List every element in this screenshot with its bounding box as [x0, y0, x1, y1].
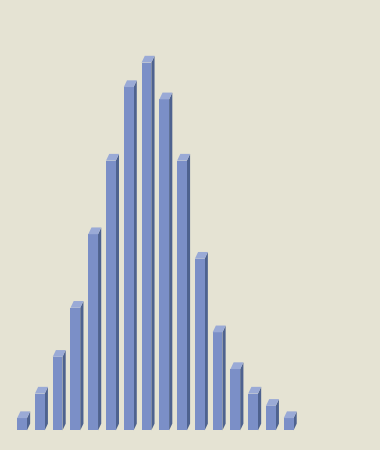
Bar [17, 418, 27, 430]
Bar [266, 406, 276, 430]
Bar [248, 394, 258, 430]
Polygon shape [266, 399, 279, 406]
Bar [284, 418, 293, 430]
Polygon shape [169, 93, 172, 430]
Polygon shape [70, 301, 84, 308]
Polygon shape [159, 93, 172, 99]
Polygon shape [17, 411, 30, 418]
Polygon shape [106, 154, 119, 161]
Polygon shape [177, 154, 190, 161]
Polygon shape [230, 362, 244, 369]
Polygon shape [258, 387, 261, 430]
Polygon shape [195, 252, 208, 259]
Polygon shape [53, 350, 66, 357]
Polygon shape [240, 362, 244, 430]
Bar [53, 357, 62, 430]
Polygon shape [80, 301, 84, 430]
Polygon shape [124, 80, 137, 87]
Bar [230, 369, 240, 430]
Polygon shape [27, 411, 30, 430]
Polygon shape [116, 154, 119, 430]
Polygon shape [248, 387, 261, 394]
Bar [106, 161, 116, 430]
Bar [177, 161, 187, 430]
Bar [159, 99, 169, 430]
Bar [35, 394, 45, 430]
Polygon shape [187, 154, 190, 430]
Polygon shape [134, 80, 137, 430]
Polygon shape [222, 325, 226, 430]
Polygon shape [98, 227, 101, 430]
Polygon shape [205, 252, 208, 430]
Polygon shape [213, 325, 226, 332]
Bar [88, 234, 98, 430]
Polygon shape [276, 399, 279, 430]
Polygon shape [62, 350, 66, 430]
Polygon shape [293, 411, 297, 430]
Bar [142, 63, 151, 430]
Polygon shape [151, 56, 155, 430]
Bar [70, 308, 80, 430]
Bar [124, 87, 134, 430]
Bar [195, 259, 205, 430]
Polygon shape [284, 411, 297, 418]
Polygon shape [142, 56, 155, 63]
Bar [213, 332, 222, 430]
Polygon shape [35, 387, 48, 394]
Polygon shape [88, 227, 101, 234]
Polygon shape [45, 387, 48, 430]
